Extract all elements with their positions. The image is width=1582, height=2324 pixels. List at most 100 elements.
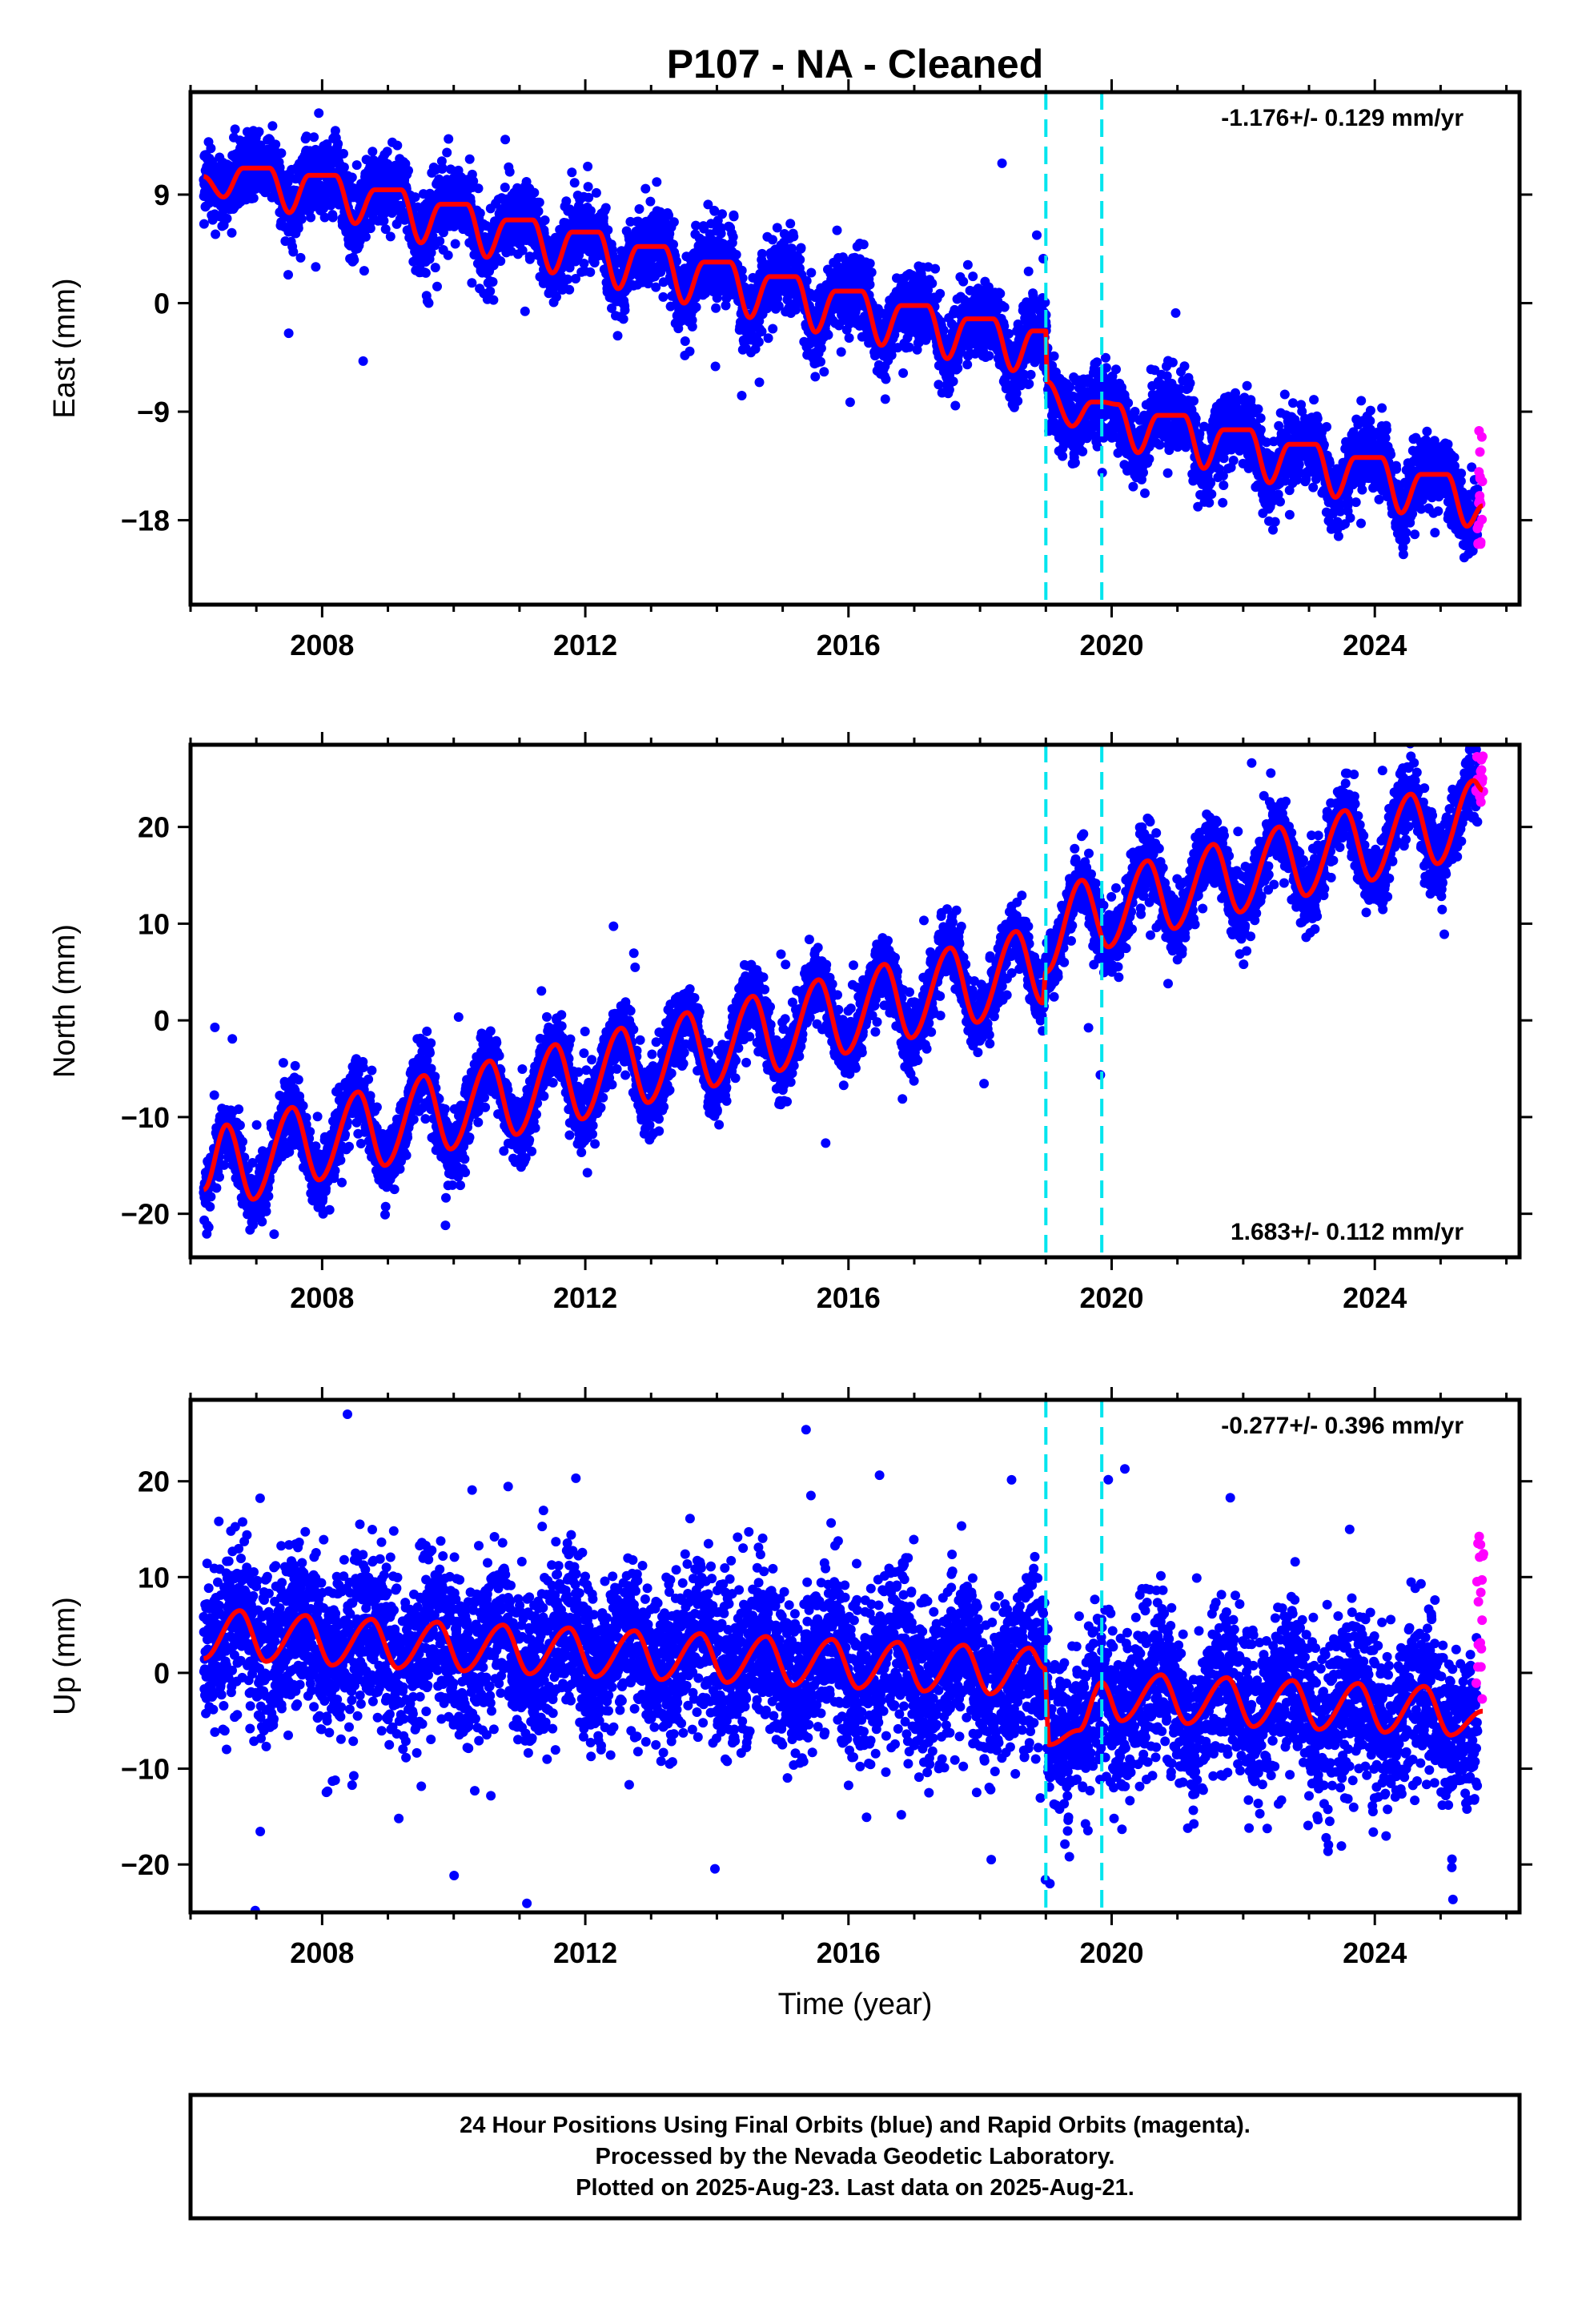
east-final-point (995, 288, 1006, 299)
east-final-point (327, 212, 338, 223)
east-final-point (796, 243, 806, 253)
east-final-point (485, 286, 496, 296)
east-final-point (737, 391, 747, 400)
east-final-point (810, 372, 821, 382)
east-final-point (500, 135, 511, 145)
east-final-point (938, 325, 949, 336)
east-final-point (680, 336, 690, 346)
east-final-point (687, 321, 697, 332)
east-final-point (301, 131, 311, 142)
east-final-point (475, 208, 485, 219)
east-final-point (948, 376, 958, 387)
east-final-point (1144, 454, 1154, 464)
east-final-point (311, 262, 321, 272)
east-final-point (283, 270, 293, 280)
east-final-point (997, 158, 1007, 168)
east-final-point (540, 215, 550, 225)
east-final-point (199, 219, 209, 229)
east-final-point (1049, 351, 1059, 361)
east-final-point (1032, 230, 1042, 240)
east-final-point (768, 235, 777, 245)
east-final-point (443, 250, 453, 260)
east-final-point (583, 161, 593, 171)
east-final-point (382, 147, 392, 157)
east-final-point (823, 330, 833, 340)
east-final-point (768, 324, 778, 334)
east-final-point (858, 239, 869, 250)
east-final-point (293, 223, 303, 233)
east-final-point (473, 183, 484, 194)
east-final-point (380, 224, 391, 235)
east-final-point (227, 227, 237, 238)
east-final-point (267, 121, 278, 131)
east-final-point (207, 156, 217, 167)
east-final-point (271, 139, 281, 150)
east-final-point (500, 183, 510, 192)
east-final-point (281, 185, 291, 195)
east-final-point (1111, 364, 1121, 375)
east-final-point (710, 361, 721, 372)
east-final-point (379, 215, 389, 226)
east-final-point (520, 306, 530, 316)
east-final-point (658, 292, 669, 302)
east-final-point (789, 231, 799, 242)
east-final-point (534, 197, 544, 207)
east-final-point (1123, 398, 1134, 408)
east-final-point (898, 368, 909, 378)
east-final-point (430, 263, 440, 273)
east-final-point (426, 247, 436, 258)
east-final-point (283, 328, 294, 339)
east-final-point (330, 126, 340, 136)
east-final-point (634, 204, 644, 214)
east-final-point (806, 267, 817, 278)
east-final-point (819, 367, 829, 377)
east-final-point (934, 380, 944, 390)
east-final-point (836, 347, 846, 357)
east-final-point (640, 183, 651, 194)
east-final-point (367, 147, 378, 157)
east-final-point (347, 172, 357, 183)
east-final-point (583, 182, 593, 192)
east-final-point (968, 271, 978, 282)
east-final-point (359, 266, 369, 276)
east-final-point (230, 124, 240, 135)
east-final-point (564, 284, 575, 295)
east-final-point (435, 236, 445, 247)
east-final-point (351, 160, 362, 171)
east-final-point (488, 277, 498, 287)
east-final-point (276, 148, 287, 159)
east-final-point (339, 162, 349, 172)
east-final-point (392, 140, 403, 151)
east-final-point (1128, 481, 1138, 492)
east-final-point (222, 213, 232, 223)
east-final-point (348, 183, 359, 193)
east-final-point (211, 229, 221, 239)
east-final-point (442, 147, 452, 158)
east-final-point (711, 303, 721, 313)
east-final-point (645, 196, 656, 207)
east-final-point (1078, 446, 1088, 456)
east-final-point (1140, 488, 1150, 498)
east-final-point (254, 127, 264, 137)
east-final-point (319, 203, 329, 214)
east-final-point (717, 209, 727, 219)
east-final-point (295, 252, 306, 263)
east-final-point (753, 337, 764, 347)
east-final-point (309, 132, 319, 143)
east-final-point (424, 298, 434, 308)
east-final-point (360, 231, 371, 242)
east-final-point (444, 134, 454, 144)
east-final-point (432, 281, 442, 292)
east-final-point (865, 259, 875, 268)
east-final-point (785, 219, 796, 229)
east-final-point (795, 255, 805, 265)
east-final-point (437, 163, 448, 174)
east-plot-content (199, 92, 1488, 605)
east-final-point (1026, 369, 1036, 380)
east-final-point (984, 351, 994, 361)
east-final-point (754, 377, 765, 388)
east-final-point (999, 302, 1010, 312)
east-final-point (950, 400, 961, 411)
